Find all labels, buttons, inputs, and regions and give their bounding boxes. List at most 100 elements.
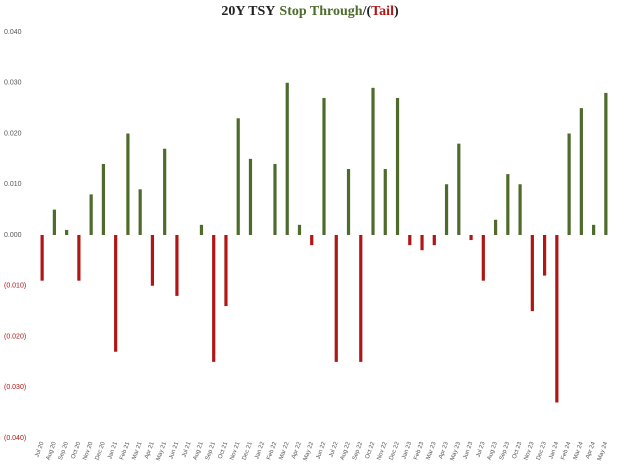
bar [518,184,522,235]
bar [334,235,338,362]
x-tick-label: Nov 21 [229,441,241,462]
bar [114,235,118,352]
title-part: Tail [371,4,394,19]
x-tick-label: Mar 24 [573,441,585,461]
bar [346,169,351,235]
bar [371,87,375,235]
bar [469,235,473,241]
x-tick-label: Mar 22 [279,441,291,461]
title-part: ) [393,4,399,19]
x-tick-label: Nov 22 [376,441,388,462]
x-tick-label: Apr 22 [291,441,303,460]
x-tick-label: Aug 20 [46,441,58,462]
x-tick-label: Aug 22 [340,441,352,462]
title-part: Stop Through [279,4,363,19]
x-tick-label: Dec 23 [536,441,548,462]
x-tick-label: Apr 21 [144,441,156,460]
x-tick-label: Jun 21 [168,441,180,461]
y-tick-label: (0.030) [4,384,26,391]
x-tick-label: Sep 23 [499,441,511,462]
x-tick-label: Jan 23 [401,441,413,461]
bar [420,235,424,251]
bar [310,235,314,246]
x-tick-label: Jul 22 [329,441,340,459]
bar [408,235,412,246]
x-tick-label: Jun 23 [463,441,475,461]
bar [395,97,400,235]
x-tick-label: Nov 23 [524,441,536,462]
x-tick-label: Jul 21 [181,441,192,459]
x-tick-label: Apr 23 [438,441,450,460]
x-tick-label: Dec 22 [389,441,401,462]
bar [579,108,583,235]
x-tick-label: Jun 22 [316,441,328,461]
x-tick-label: Oct 21 [218,441,230,460]
x-tick-label: Oct 23 [512,441,524,460]
bar [89,194,93,235]
x-tick-label: May 24 [597,441,610,462]
y-tick-label: 0.030 [4,80,22,87]
y-tick-label: (0.020) [4,333,26,340]
bar [236,118,240,235]
x-tick-label: Feb 22 [266,441,278,461]
chart-title: 20Y TSY Stop Through/(Tail) [0,4,620,20]
bar [52,209,56,235]
bar [444,184,449,235]
bar [592,224,596,235]
bar [101,163,106,235]
x-tick-label: Dec 21 [242,441,254,462]
bar [530,235,534,312]
x-tick-label: May 21 [156,441,169,462]
x-tick-label: Dec 20 [95,441,107,462]
bar [150,235,155,286]
x-tick-label: Apr 24 [585,441,597,460]
x-tick-label: Oct 20 [71,441,83,460]
bar [542,235,547,276]
x-tick-label: May 22 [303,441,316,462]
x-tick-label: Oct 22 [365,441,377,460]
x-tick-label: Sep 20 [58,441,70,462]
x-tick-label: Jan 22 [254,441,266,461]
title-part: 20Y TSY [221,4,276,19]
bar [432,235,436,246]
bar [359,235,363,362]
x-tick-label: Jan 21 [107,441,119,461]
bar [322,97,326,235]
bar [65,229,69,235]
bar [224,235,228,307]
x-tick-label: Feb 21 [119,441,131,461]
bar [273,163,277,235]
x-tick-label: Aug 23 [487,441,499,462]
y-tick-label: 0.000 [4,232,22,239]
bar [163,148,167,235]
y-tick-label: 0.010 [4,181,22,188]
bar [126,133,130,235]
x-tick-label: Jul 20 [34,441,45,459]
bar [457,143,461,235]
bar [567,133,571,235]
bar [555,235,559,403]
x-tick-label: Sep 21 [205,441,217,462]
bar [297,224,302,235]
bar [212,235,216,362]
bar [481,235,485,281]
bar [248,158,253,235]
bar [199,224,204,235]
y-tick-label: 0.020 [4,130,22,137]
bar [138,189,142,235]
x-tick-label: Jan 24 [548,441,560,461]
x-tick-label: May 23 [450,441,463,462]
x-tick-label: Sep 22 [352,441,364,462]
x-tick-label: Jul 23 [476,441,487,459]
bar [493,219,498,235]
x-tick-label: Nov 20 [82,441,94,462]
bar [506,174,510,235]
y-tick-label: (0.010) [4,283,26,290]
bar [604,92,608,236]
bar [77,235,81,281]
x-tick-label: Mar 21 [132,441,144,461]
x-tick-label: Feb 24 [560,441,572,461]
y-tick-label: 0.040 [4,29,22,36]
